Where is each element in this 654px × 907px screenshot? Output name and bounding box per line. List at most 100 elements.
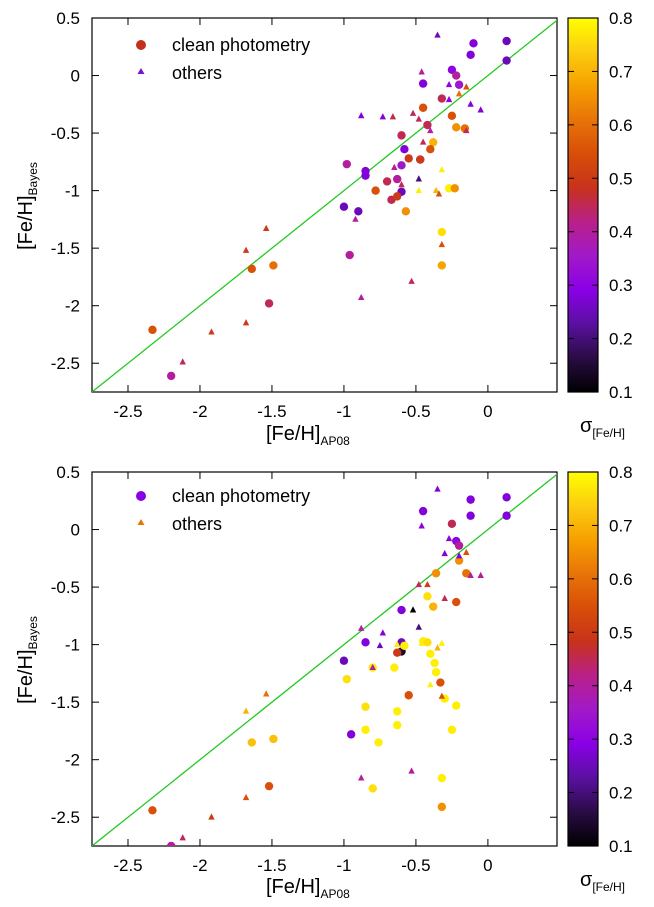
point-clean	[418, 103, 428, 112]
panel-top: -2.5 -2 -1.5 -1 -0.5 0 0.5 0 -0.5 -1 -1.5 -2 -2.5 c…	[15, 9, 633, 448]
point-clean	[361, 702, 370, 711]
point-other	[477, 106, 484, 113]
point-other	[438, 166, 446, 173]
point-other	[438, 240, 446, 248]
point-clean	[437, 802, 447, 812]
point-other	[434, 485, 441, 492]
point-clean	[436, 678, 445, 687]
point-clean	[342, 674, 352, 684]
point-other	[409, 606, 417, 613]
point-clean	[437, 261, 447, 270]
point-clean	[452, 71, 461, 80]
point-other	[419, 138, 427, 145]
point-clean	[454, 541, 464, 550]
y-tick-labels: 0.5 0 -0.5 -1 -1.5 -2 -2.5	[51, 9, 80, 373]
point-other	[358, 293, 365, 301]
point-clean	[382, 177, 392, 186]
point-other	[408, 277, 415, 284]
point-other	[441, 594, 448, 601]
point-clean	[393, 648, 402, 657]
point-other	[179, 834, 186, 841]
x-tick-label: -2.5	[113, 402, 142, 421]
point-clean	[452, 597, 461, 607]
point-other	[438, 692, 446, 699]
point-other	[463, 83, 470, 90]
data-points	[148, 31, 511, 381]
colorbar-tick-label: 0.1	[609, 837, 633, 856]
y-axis-label: [Fe/H]Bayes	[15, 616, 40, 704]
point-other	[434, 31, 441, 38]
point-other	[435, 190, 443, 197]
identity-line	[92, 19, 557, 392]
point-other	[391, 163, 398, 170]
point-clean	[416, 155, 425, 164]
legend-circle-marker	[136, 491, 146, 501]
plot-frame	[91, 471, 558, 847]
point-other	[242, 793, 250, 801]
point-other	[438, 639, 446, 646]
point-clean	[247, 264, 256, 274]
x-tick-label: 0	[483, 402, 492, 421]
x-axis-label: [Fe/H]AP08	[266, 876, 350, 901]
point-other	[369, 663, 376, 671]
point-clean	[361, 171, 370, 180]
point-clean	[397, 131, 406, 140]
point-other	[445, 534, 453, 542]
colorbar-ticks: 0.8 0.7 0.6 0.5 0.4 0.3 0.2 0.1	[568, 463, 633, 856]
identity-line-path	[92, 19, 557, 392]
legend-triangle-marker	[137, 68, 145, 74]
point-clean	[426, 144, 435, 154]
point-other	[477, 571, 484, 578]
point-clean	[430, 658, 439, 668]
point-clean	[393, 707, 402, 716]
colorbar-label: σ[Fe/H]	[580, 415, 625, 440]
point-clean	[404, 691, 413, 700]
x-tick-label: -2.5	[113, 856, 142, 875]
point-clean	[401, 207, 411, 216]
x-tick-label: -1	[336, 402, 351, 421]
y-tick-label: -1.5	[51, 239, 80, 258]
point-clean	[447, 519, 457, 528]
point-other	[409, 109, 417, 116]
point-clean	[444, 184, 454, 193]
point-clean	[466, 495, 475, 504]
point-clean	[418, 79, 428, 88]
x-tick-labels: -2.5 -2 -1.5 -1 -0.5 0	[113, 856, 492, 875]
point-clean	[342, 159, 352, 169]
point-other	[418, 68, 425, 75]
point-clean	[393, 192, 402, 201]
point-clean	[397, 161, 406, 170]
point-clean	[431, 668, 441, 677]
point-clean	[418, 506, 428, 516]
legend-label-clean: clean photometry	[172, 486, 310, 506]
point-clean	[404, 154, 413, 163]
point-other	[455, 90, 463, 97]
point-other	[418, 639, 425, 646]
point-clean	[346, 730, 356, 739]
point-other	[242, 319, 250, 326]
point-other	[463, 548, 470, 555]
data-points	[148, 485, 511, 846]
point-other	[408, 767, 415, 774]
point-clean	[345, 250, 354, 260]
colorbar	[567, 17, 599, 393]
point-other	[415, 186, 422, 194]
colorbar-tick-label: 0.2	[609, 330, 633, 349]
point-clean	[502, 493, 511, 502]
identity-line	[92, 473, 557, 846]
colorbar-tick-label: 0.7	[609, 62, 633, 81]
x-tick-label: -0.5	[401, 856, 430, 875]
colorbar-tick-label: 0.7	[609, 516, 633, 535]
point-clean	[371, 186, 380, 195]
legend-label-clean: clean photometry	[172, 35, 310, 55]
point-clean	[361, 725, 370, 734]
x-tick-label: 0	[483, 856, 492, 875]
point-other	[424, 580, 431, 588]
colorbar-tick-label: 0.6	[609, 570, 633, 589]
point-clean	[428, 602, 438, 611]
y-tick-label: -1.5	[51, 693, 80, 712]
colorbar-label: σ[Fe/H]	[580, 869, 625, 894]
point-clean	[447, 111, 457, 121]
y-tick-label: -2.5	[51, 808, 80, 827]
legend-triangle-marker	[137, 519, 145, 525]
